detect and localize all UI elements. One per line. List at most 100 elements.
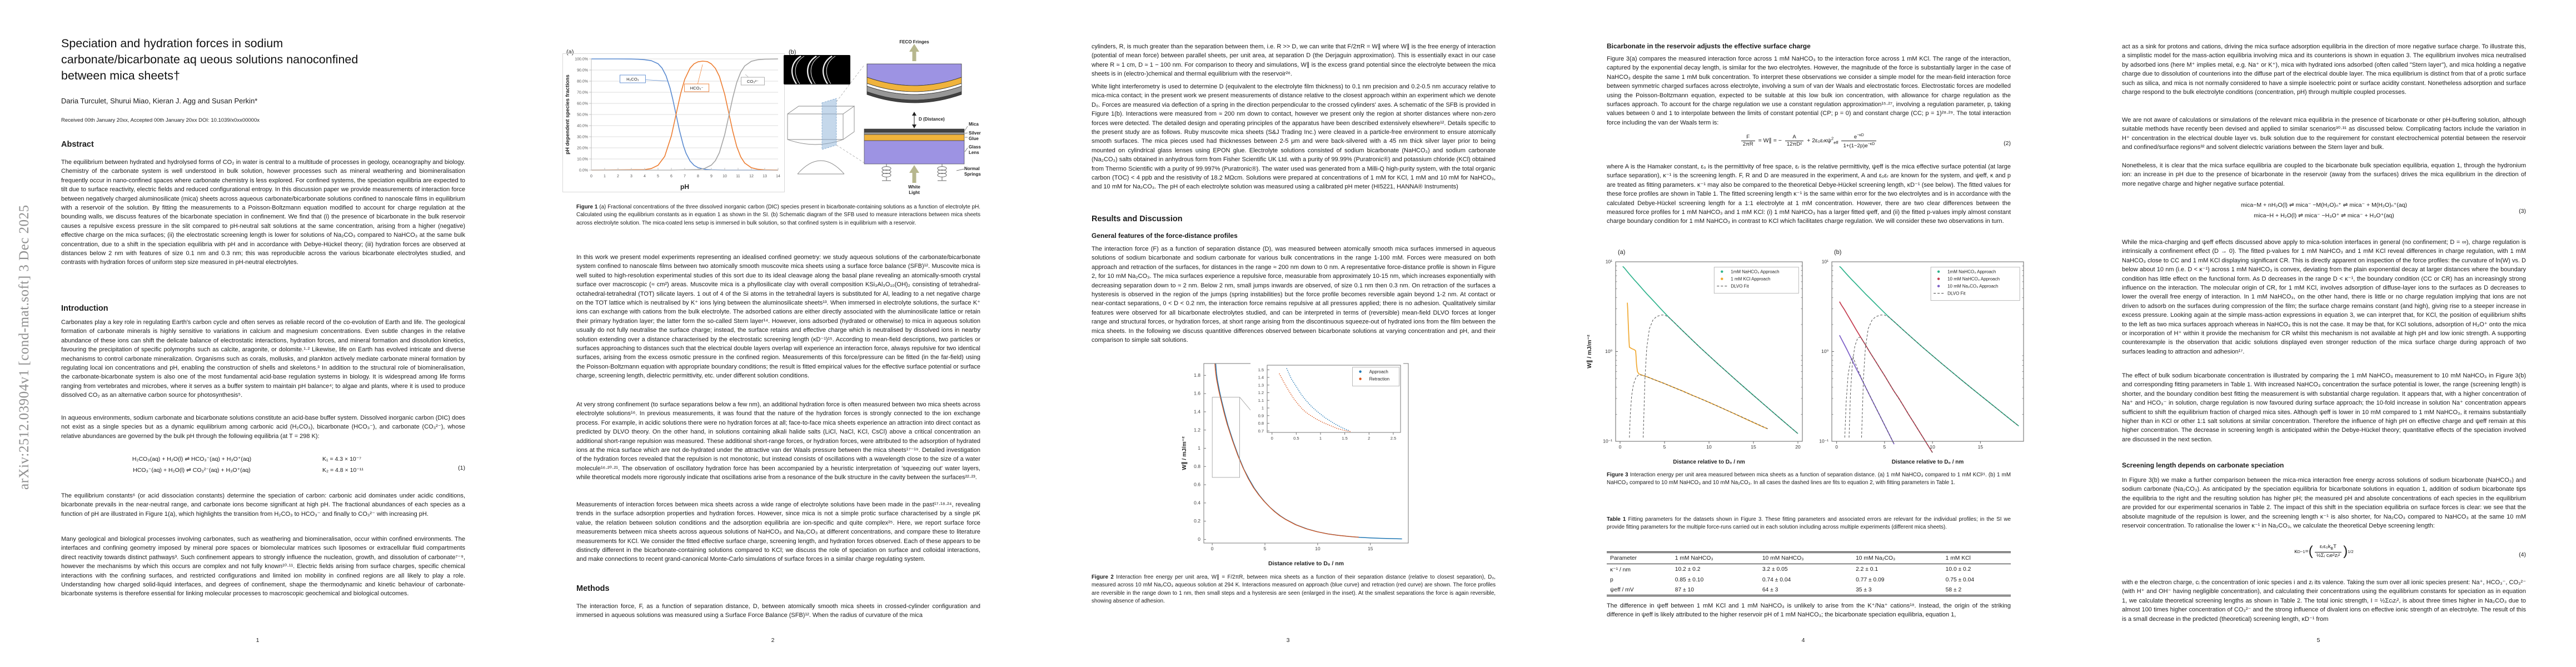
paragraph: In this work we present model experiment…	[576, 254, 980, 380]
svg-text:0.6: 0.6	[1194, 482, 1200, 487]
fig3a-chart: 0 5 10 15 20 10⁻¹ 10⁰ 10¹ 1mM NaHCO₃ Approach 1 m…	[1586, 249, 1803, 465]
equation-number: (1)	[458, 465, 465, 471]
zoom-leader-lines	[836, 64, 865, 163]
svg-text:1.8: 1.8	[1194, 372, 1200, 378]
svg-text:10¹: 10¹	[1822, 259, 1828, 265]
svg-text:0.8: 0.8	[1194, 464, 1200, 469]
white-light-arrow-head	[909, 165, 919, 173]
mica-equilibrium-1: mica−M + nH₂O(l) ⇌ mica⁻ −M(H₂O)ₙ⁺ ⇌ mic…	[2241, 202, 2407, 208]
confined-film-plane	[821, 98, 837, 150]
svg-text:20.0%: 20.0%	[577, 147, 588, 151]
figure-3: 0 5 10 15 20 10⁻¹ 10⁰ 10¹ 1mM NaHCO₃ Approach 1 m…	[1585, 247, 2029, 467]
svg-text:7: 7	[684, 175, 686, 178]
paragraph: Figure 3(a) compares the measured intera…	[1607, 56, 2011, 126]
svg-text:30.0%: 30.0%	[577, 136, 588, 140]
svg-text:Distance relative to D₀ / nm: Distance relative to D₀ / nm	[1892, 459, 1964, 465]
svg-text:10.0%: 10.0%	[577, 158, 588, 162]
svg-text:9: 9	[710, 175, 712, 178]
svg-text:(b): (b)	[1834, 249, 1841, 256]
svg-text:0.4: 0.4	[1194, 500, 1200, 505]
equation-number: (4)	[2519, 551, 2526, 558]
arxiv-banner: arXiv:2512.03904v1 [cond-mat.soft] 3 Dec…	[17, 205, 32, 490]
equation-number: (3)	[2519, 208, 2526, 215]
svg-text:Retraction: Retraction	[1369, 377, 1389, 382]
svg-text:10⁻¹: 10⁻¹	[1819, 439, 1828, 444]
paragraph: White light interferometry is used to de…	[1092, 83, 1496, 191]
title-line: Speciation and hydration forces in sodiu…	[61, 37, 283, 50]
title-line: between mica sheets†	[61, 69, 180, 82]
bottom-lens-stack	[864, 128, 965, 165]
svg-text:20: 20	[1795, 444, 1801, 450]
fig1a-speciation-chart: 0 1 2 3 4 5 6 7 8 9 10 11 12 13 140.0%10.0%20.0%30.0%4…	[562, 53, 785, 192]
svg-text:0: 0	[1211, 546, 1214, 551]
svg-text:3: 3	[630, 175, 632, 178]
figure-1-caption-text: (a) Fractional concentrations of the thr…	[576, 204, 981, 226]
table-1-caption: Table 1 Fitting parameters for the datas…	[1607, 516, 2011, 532]
svg-text:5: 5	[1264, 546, 1267, 551]
page-number: 3	[1286, 637, 1290, 644]
svg-text:W∥ / mJ/m⁻²: W∥ / mJ/m⁻²	[1181, 436, 1188, 470]
paragraph: The interaction force, F, as a function …	[576, 603, 980, 619]
mica-equilibrium-2: mica−H + H₂O(l) ⇌ mica⁻ −H₃O⁺ ⇌ mica⁻ + …	[2254, 212, 2394, 219]
authors: Daria Turculet, Shurui Miao, Kieran J. A…	[61, 97, 258, 105]
white-light-label: White Light	[908, 185, 920, 195]
fitting-parameters-table: Parameter 1 mM NaHCO₃ 10 mM NaHCO₃ 10 mM Na…	[1607, 551, 2011, 596]
fig1-panel-b-label: (b)	[789, 49, 796, 56]
paragraph: The equilibrium constants⁶ (or acid diss…	[61, 492, 465, 517]
page-3: cylinders, R, is much greater than the s…	[1030, 0, 1546, 667]
svg-text:0.8: 0.8	[1258, 421, 1264, 426]
equilibrium-constant-2: K₂ = 4.8 × 10⁻¹¹	[322, 467, 363, 474]
paragraph: In aqueous environments, sodium carbonat…	[61, 415, 465, 440]
svg-text:10⁰: 10⁰	[1821, 349, 1828, 354]
svg-text:40.0%: 40.0%	[577, 125, 588, 128]
paragraph: with e the electron charge, cᵢ the conce…	[2122, 579, 2526, 623]
svg-text:10 mM Na₂CO₃ Approach: 10 mM Na₂CO₃ Approach	[1947, 284, 1998, 289]
table-1-wrap: Parameter 1 mM NaHCO₃ 10 mM NaHCO₃ 10 mM Na…	[1607, 551, 2011, 596]
svg-text:11: 11	[736, 175, 740, 178]
figure-2: 0 5 10 15 0 0.2 0.4 0.6 0.8 1 1.2 1.4 1.6 1.8 Distance…	[1179, 360, 1413, 569]
svg-text:1mM NaHCO₃ Approach: 1mM NaHCO₃ Approach	[1731, 270, 1779, 275]
svg-text:1: 1	[1319, 436, 1322, 441]
svg-text:0: 0	[1619, 444, 1622, 450]
paragraph: Measurements of interaction forces betwe…	[576, 501, 980, 563]
paragraph: act as a sink for protons and cations, d…	[2122, 43, 2526, 96]
feco-fringes-image	[784, 55, 850, 84]
fringe-arcs	[791, 55, 836, 84]
svg-text:W∥ / mJ/m⁻²: W∥ / mJ/m⁻²	[1586, 335, 1593, 369]
svg-text:10: 10	[1315, 546, 1321, 551]
svg-text:60.0%: 60.0%	[577, 102, 588, 106]
silver-label: Silver	[969, 131, 981, 136]
paragraph: In Figure 3(b) we make a further compari…	[2122, 477, 2526, 530]
svg-text:0.5: 0.5	[1293, 436, 1299, 441]
fig1b-sfb-schematic: FECO Fringes D (Distance) Mica Silver Gl…	[781, 31, 984, 197]
paper-title: Speciation and hydration forces in sodiu…	[61, 36, 465, 84]
feco-fringes-label: FECO Fringes	[899, 39, 929, 44]
svg-text:90.0%: 90.0%	[577, 69, 588, 73]
sfb-schematic-drawing	[784, 44, 968, 183]
distance-label: D (Distance)	[919, 117, 945, 122]
svg-text:0.0%: 0.0%	[579, 169, 588, 173]
page-number: 2	[771, 637, 775, 644]
svg-text:0.7: 0.7	[1258, 429, 1264, 434]
svg-text:15: 15	[1368, 546, 1373, 551]
paragraph: cylinders, R, is much greater than the s…	[1092, 43, 1496, 78]
svg-text:1.1: 1.1	[1258, 398, 1264, 403]
svg-text:1 mM KCl Approach: 1 mM KCl Approach	[1731, 277, 1770, 282]
svg-text:0.2: 0.2	[1194, 518, 1200, 524]
svg-text:10: 10	[1706, 444, 1712, 450]
fig3b-chart: 0 5 10 15 10⁻¹ 10⁰ 10¹ 1mM NaHCO₃ Approach 10 mM…	[1819, 249, 2024, 465]
distance-arrow-up	[912, 112, 916, 116]
svg-text:2.5: 2.5	[1391, 436, 1396, 441]
figure-2-caption-text: Interaction free energy per unit area, W…	[1092, 574, 1496, 605]
figure-3-caption-label: Figure 3	[1607, 472, 1628, 478]
page-4: Bicarbonate in the reservoir adjusts the…	[1546, 0, 2061, 667]
svg-text:CO₃²⁻: CO₃²⁻	[747, 79, 759, 84]
table-1-caption-text: Fitting parameters for the datasets show…	[1607, 516, 2011, 531]
svg-text:6: 6	[670, 175, 672, 178]
svg-text:15: 15	[1978, 444, 1984, 450]
svg-text:1.6: 1.6	[1194, 391, 1200, 396]
svg-text:2: 2	[617, 175, 619, 178]
svg-text:10⁻¹: 10⁻¹	[1603, 439, 1612, 444]
svg-text:10¹: 10¹	[1606, 259, 1612, 265]
svg-text:Distance relative to D₀ / nm: Distance relative to D₀ / nm	[1673, 459, 1745, 465]
